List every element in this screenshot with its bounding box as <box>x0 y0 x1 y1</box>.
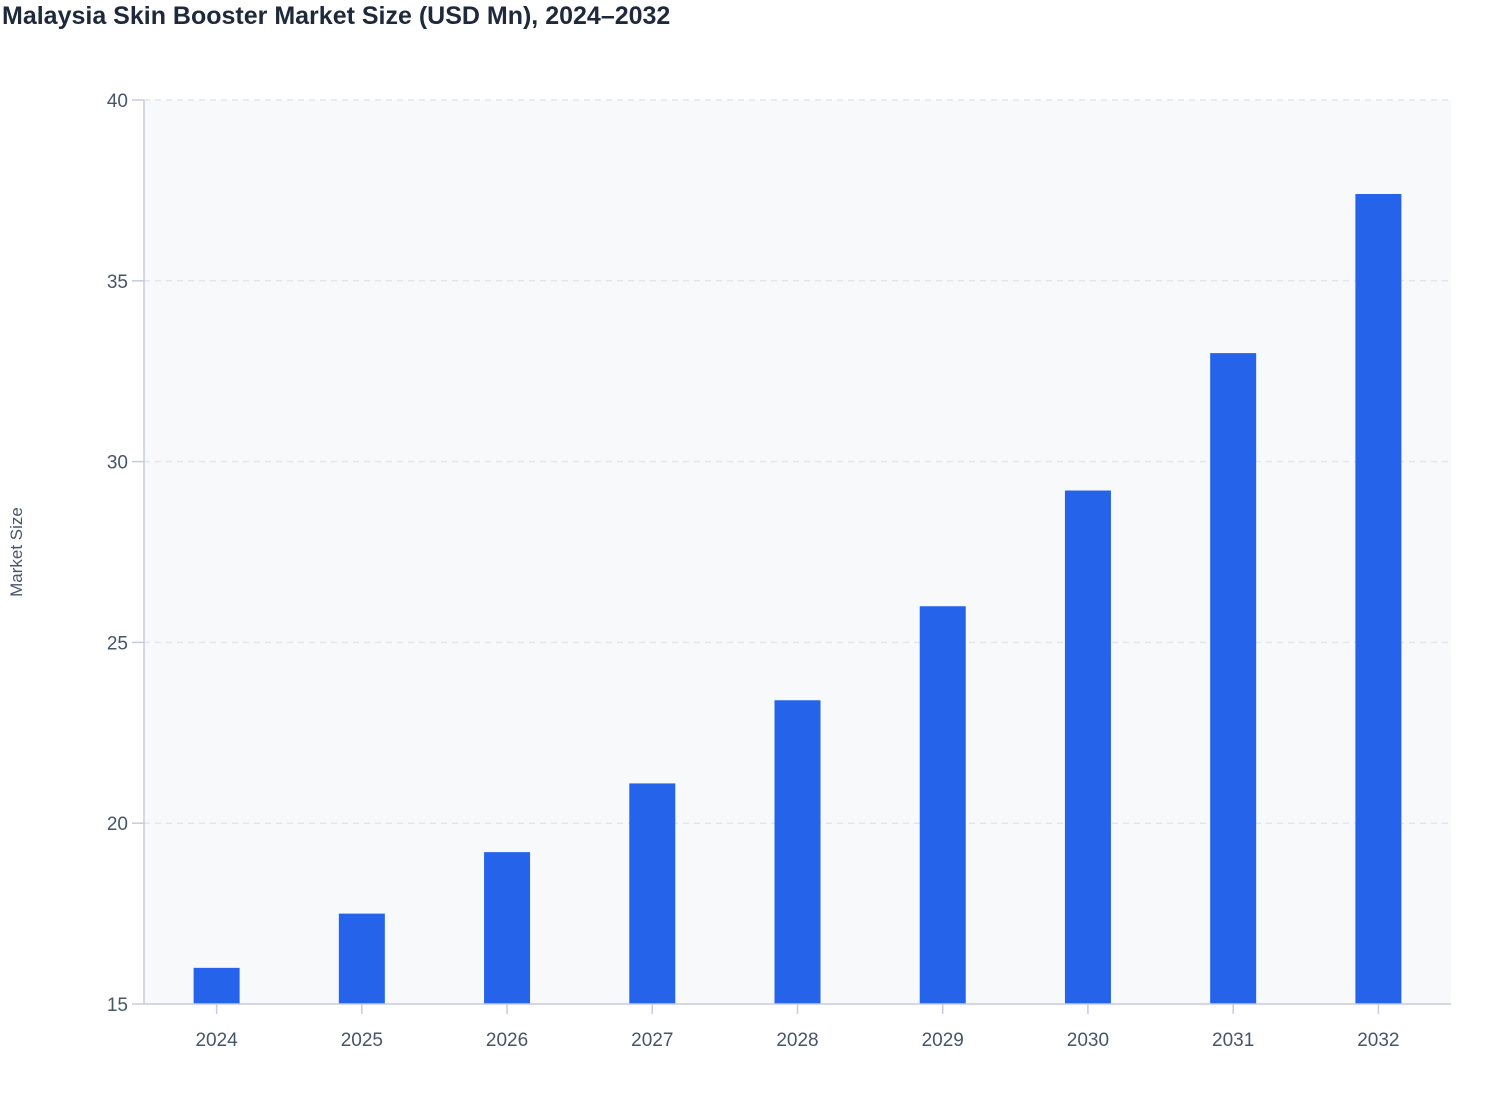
x-tick-label: 2029 <box>922 1030 964 1051</box>
x-tick-label: 2025 <box>341 1030 383 1051</box>
y-tick-label: 35 <box>107 272 128 293</box>
bar-2028 <box>774 700 821 1004</box>
bar-2030 <box>1064 490 1111 1004</box>
x-tick-label: 2024 <box>195 1030 238 1051</box>
x-tick-label: 2027 <box>631 1030 673 1051</box>
bar-2029 <box>919 606 966 1004</box>
x-tick-label: 2031 <box>1212 1030 1254 1051</box>
bar-2025 <box>338 913 385 1004</box>
bars <box>193 194 1402 1005</box>
bar-2024 <box>193 967 240 1004</box>
y-tick-label: 40 <box>107 91 128 112</box>
bar-2032 <box>1355 194 1402 1005</box>
y-tick-label: 30 <box>107 453 128 474</box>
x-tick-label: 2028 <box>776 1030 818 1051</box>
x-tick-label: 2026 <box>486 1030 528 1051</box>
x-tick-label: 2030 <box>1067 1030 1109 1051</box>
y-tick-label: 20 <box>107 814 128 835</box>
bar-2026 <box>484 852 531 1004</box>
bar-2027 <box>629 783 676 1004</box>
bar-2031 <box>1210 353 1257 1004</box>
axes <box>132 99 1451 1014</box>
y-tick-label: 15 <box>107 995 128 1016</box>
chart-title: Malaysia Skin Booster Market Size (USD M… <box>2 2 671 30</box>
y-tick-label: 25 <box>107 633 128 654</box>
x-tick-label: 2032 <box>1357 1030 1399 1051</box>
